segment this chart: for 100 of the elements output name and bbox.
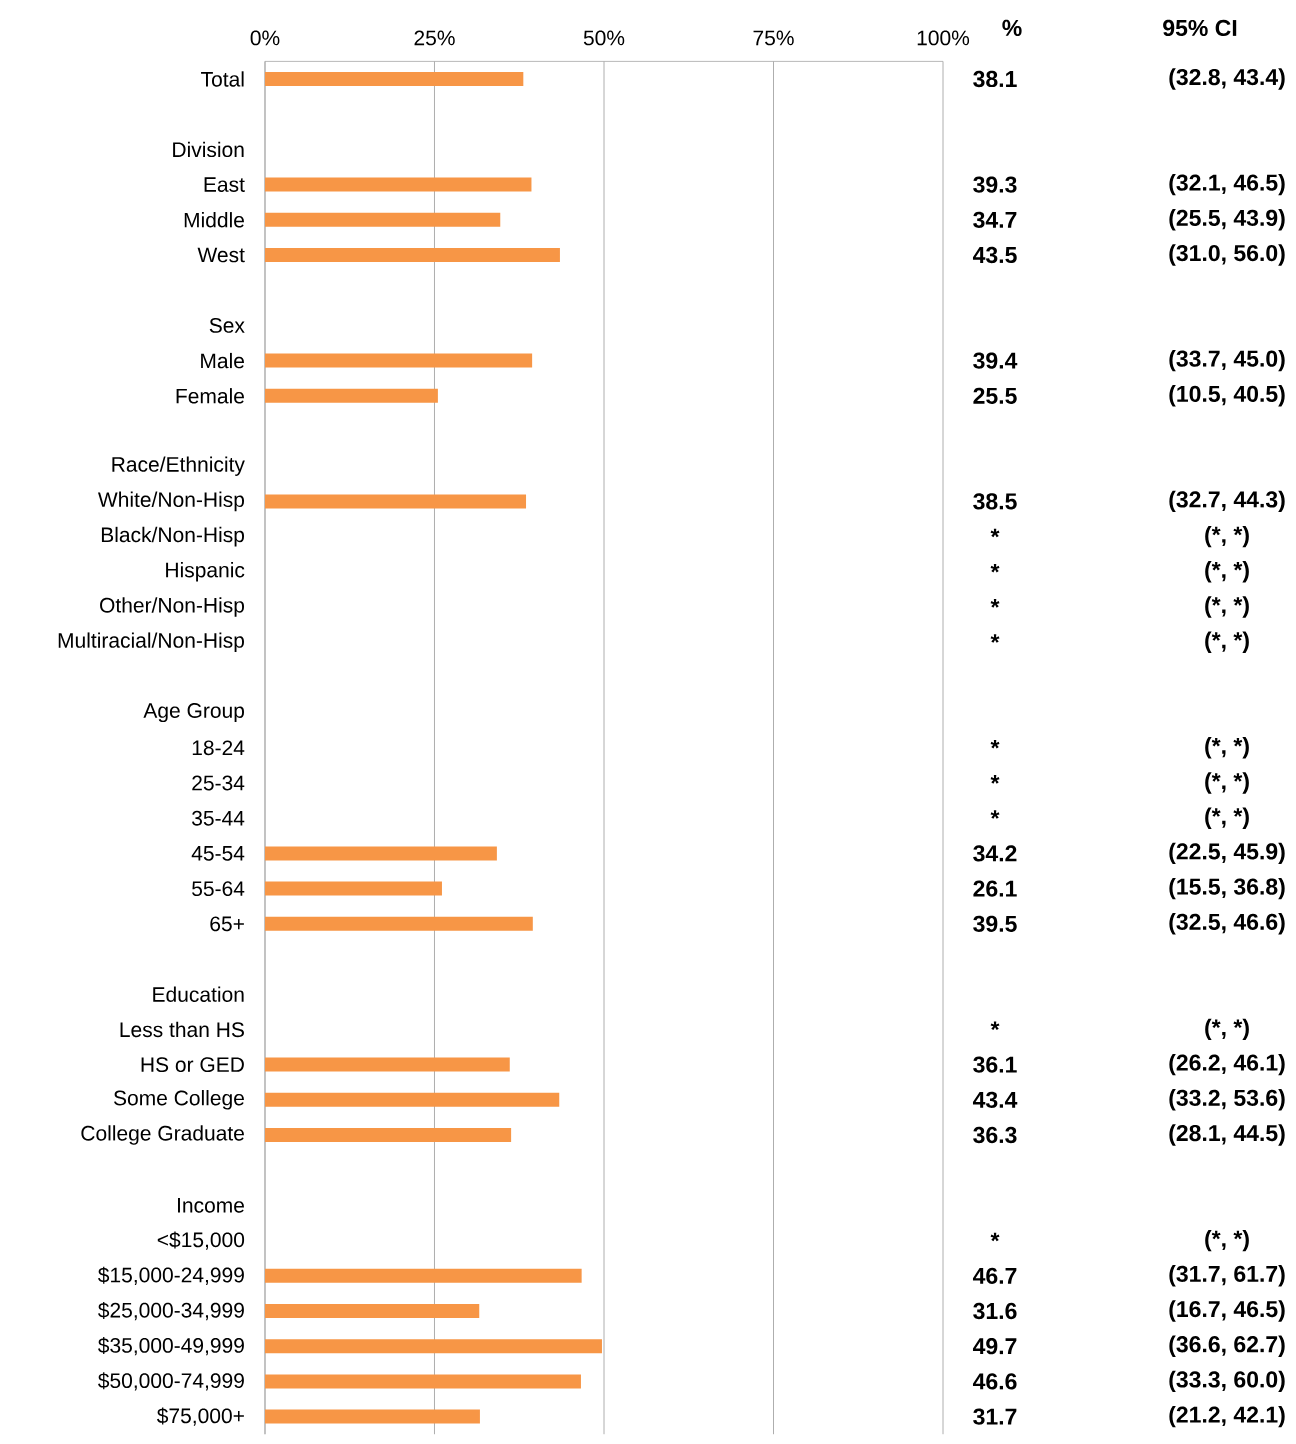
data-label: 46.6 [972, 1373, 1017, 1390]
text: (32.5, 46.6) [1169, 913, 1285, 935]
bar [265, 388, 438, 403]
bar [265, 494, 527, 509]
bar [265, 1057, 510, 1072]
text: * [990, 599, 1000, 608]
x-tick-label: 75% [753, 30, 794, 46]
bar [265, 846, 497, 861]
text: (32.1, 46.5) [1169, 173, 1285, 196]
y-tick-label: Black/Non-Hisp [101, 526, 245, 547]
bar [265, 177, 532, 192]
y-tick-label: Total [201, 71, 244, 87]
y-tick-label: Education [153, 986, 244, 1002]
y-tick-label: $75,000+ [156, 1407, 244, 1426]
text: (*, *) [1205, 1018, 1249, 1041]
text: (32.7, 44.3) [1169, 490, 1285, 513]
y-tick-label: $50,000-74,999 [98, 1372, 244, 1391]
text: * [990, 563, 1000, 573]
text: (16.7, 46.5) [1169, 1300, 1285, 1322]
bar [265, 1409, 480, 1424]
y-tick-label: Income [178, 1198, 244, 1213]
text: 95% CI [1163, 19, 1237, 37]
bar [265, 72, 524, 86]
text: * [990, 528, 1000, 538]
data-label: 39.3 [973, 176, 1017, 193]
y-tick-label: White/Non-Hisp [97, 491, 245, 512]
data-label: 43.4 [972, 1091, 1018, 1108]
y-tick-label: Less than HS [120, 1021, 244, 1038]
y-tick-label: Female [176, 388, 244, 404]
x-tick-label: 50% [583, 30, 625, 46]
data-label: 31.6 [973, 1302, 1017, 1320]
data-label: 38.5 [973, 493, 1017, 510]
text: (*, *) [1205, 807, 1249, 829]
y-tick-label: West [197, 247, 245, 263]
data-label: 39.4 [973, 352, 1018, 369]
y-tick-label: 18-24 [192, 740, 245, 756]
bar [265, 1268, 582, 1283]
data-label: 25.5 [973, 387, 1017, 404]
y-tick-label: East [204, 177, 245, 192]
y-tick-label: Some College [113, 1090, 244, 1110]
text: (33.7, 45.0) [1169, 349, 1285, 372]
y-tick-label: $25,000-34,999 [98, 1301, 244, 1321]
text: * [990, 1021, 1000, 1031]
x-tick-label: 100% [917, 30, 970, 46]
text: (31.0, 56.0) [1169, 244, 1285, 266]
text: (26.2, 46.1) [1169, 1053, 1285, 1076]
data-label: 36.3 [973, 1126, 1017, 1144]
y-tick-label: $35,000-49,999 [98, 1337, 244, 1356]
text: * [990, 1232, 1000, 1242]
text: (31.7, 61.7) [1169, 1265, 1285, 1287]
text: * [990, 810, 1000, 819]
x-tick-label: 25% [414, 30, 455, 46]
y-tick-label: 45-54 [191, 846, 245, 861]
data-label: 43.5 [972, 246, 1017, 264]
y-tick-label: <$15,000 [157, 1231, 245, 1250]
data-label: 34.7 [973, 211, 1017, 228]
text: (21.2, 42.1) [1169, 1405, 1285, 1428]
text: (25.5, 43.9) [1169, 209, 1285, 231]
bar [265, 1339, 602, 1354]
bar [265, 916, 533, 931]
text: (32.8, 43.4) [1169, 68, 1285, 90]
y-tick-label: College Graduate [81, 1125, 244, 1145]
y-tick-label: Race/Ethnicity [112, 456, 245, 476]
text: (10.5, 40.5) [1169, 385, 1285, 407]
y-tick-label: Male [201, 352, 244, 369]
y-tick-label: 25-34 [192, 775, 245, 791]
y-tick-label: Division [173, 141, 244, 158]
text: * [990, 775, 1000, 784]
bar [265, 1374, 581, 1389]
data-label: 49.7 [972, 1338, 1017, 1355]
text: (15.5, 36.8) [1169, 877, 1285, 900]
bar [265, 353, 533, 368]
bar [265, 1304, 480, 1318]
text: * [990, 739, 1000, 749]
bar [265, 212, 501, 227]
text: (*, *) [1205, 772, 1249, 794]
data-label: 31.7 [973, 1408, 1017, 1425]
text: (28.1, 44.5) [1169, 1124, 1285, 1146]
y-tick-label: Age Group [143, 703, 245, 723]
text: (33.3, 60.0) [1169, 1370, 1285, 1393]
data-label: 34.2 [973, 845, 1017, 862]
text: (*, *) [1205, 596, 1249, 618]
bar [265, 1092, 560, 1107]
data-label: 38.1 [973, 70, 1017, 88]
text: (*, *) [1205, 525, 1249, 548]
data-label: 46.7 [972, 1267, 1017, 1284]
data-label: 26.1 [973, 880, 1017, 897]
data-label: 36.1 [973, 1056, 1017, 1073]
bar [265, 881, 442, 896]
text: (33.2, 53.6) [1169, 1089, 1285, 1111]
text: (*, *) [1205, 1229, 1249, 1252]
text: (*, *) [1205, 561, 1249, 583]
data-label: 39.5 [973, 915, 1017, 932]
y-tick-label: Middle [184, 212, 244, 228]
text: (22.5, 45.9) [1169, 842, 1285, 865]
y-tick-label: HS or GED [141, 1057, 244, 1073]
y-tick-label: 65+ [210, 916, 244, 932]
x-tick-label: 0% [250, 30, 280, 46]
y-tick-label: Other/Non-Hisp [100, 597, 245, 617]
y-tick-label: 55-64 [192, 881, 245, 897]
